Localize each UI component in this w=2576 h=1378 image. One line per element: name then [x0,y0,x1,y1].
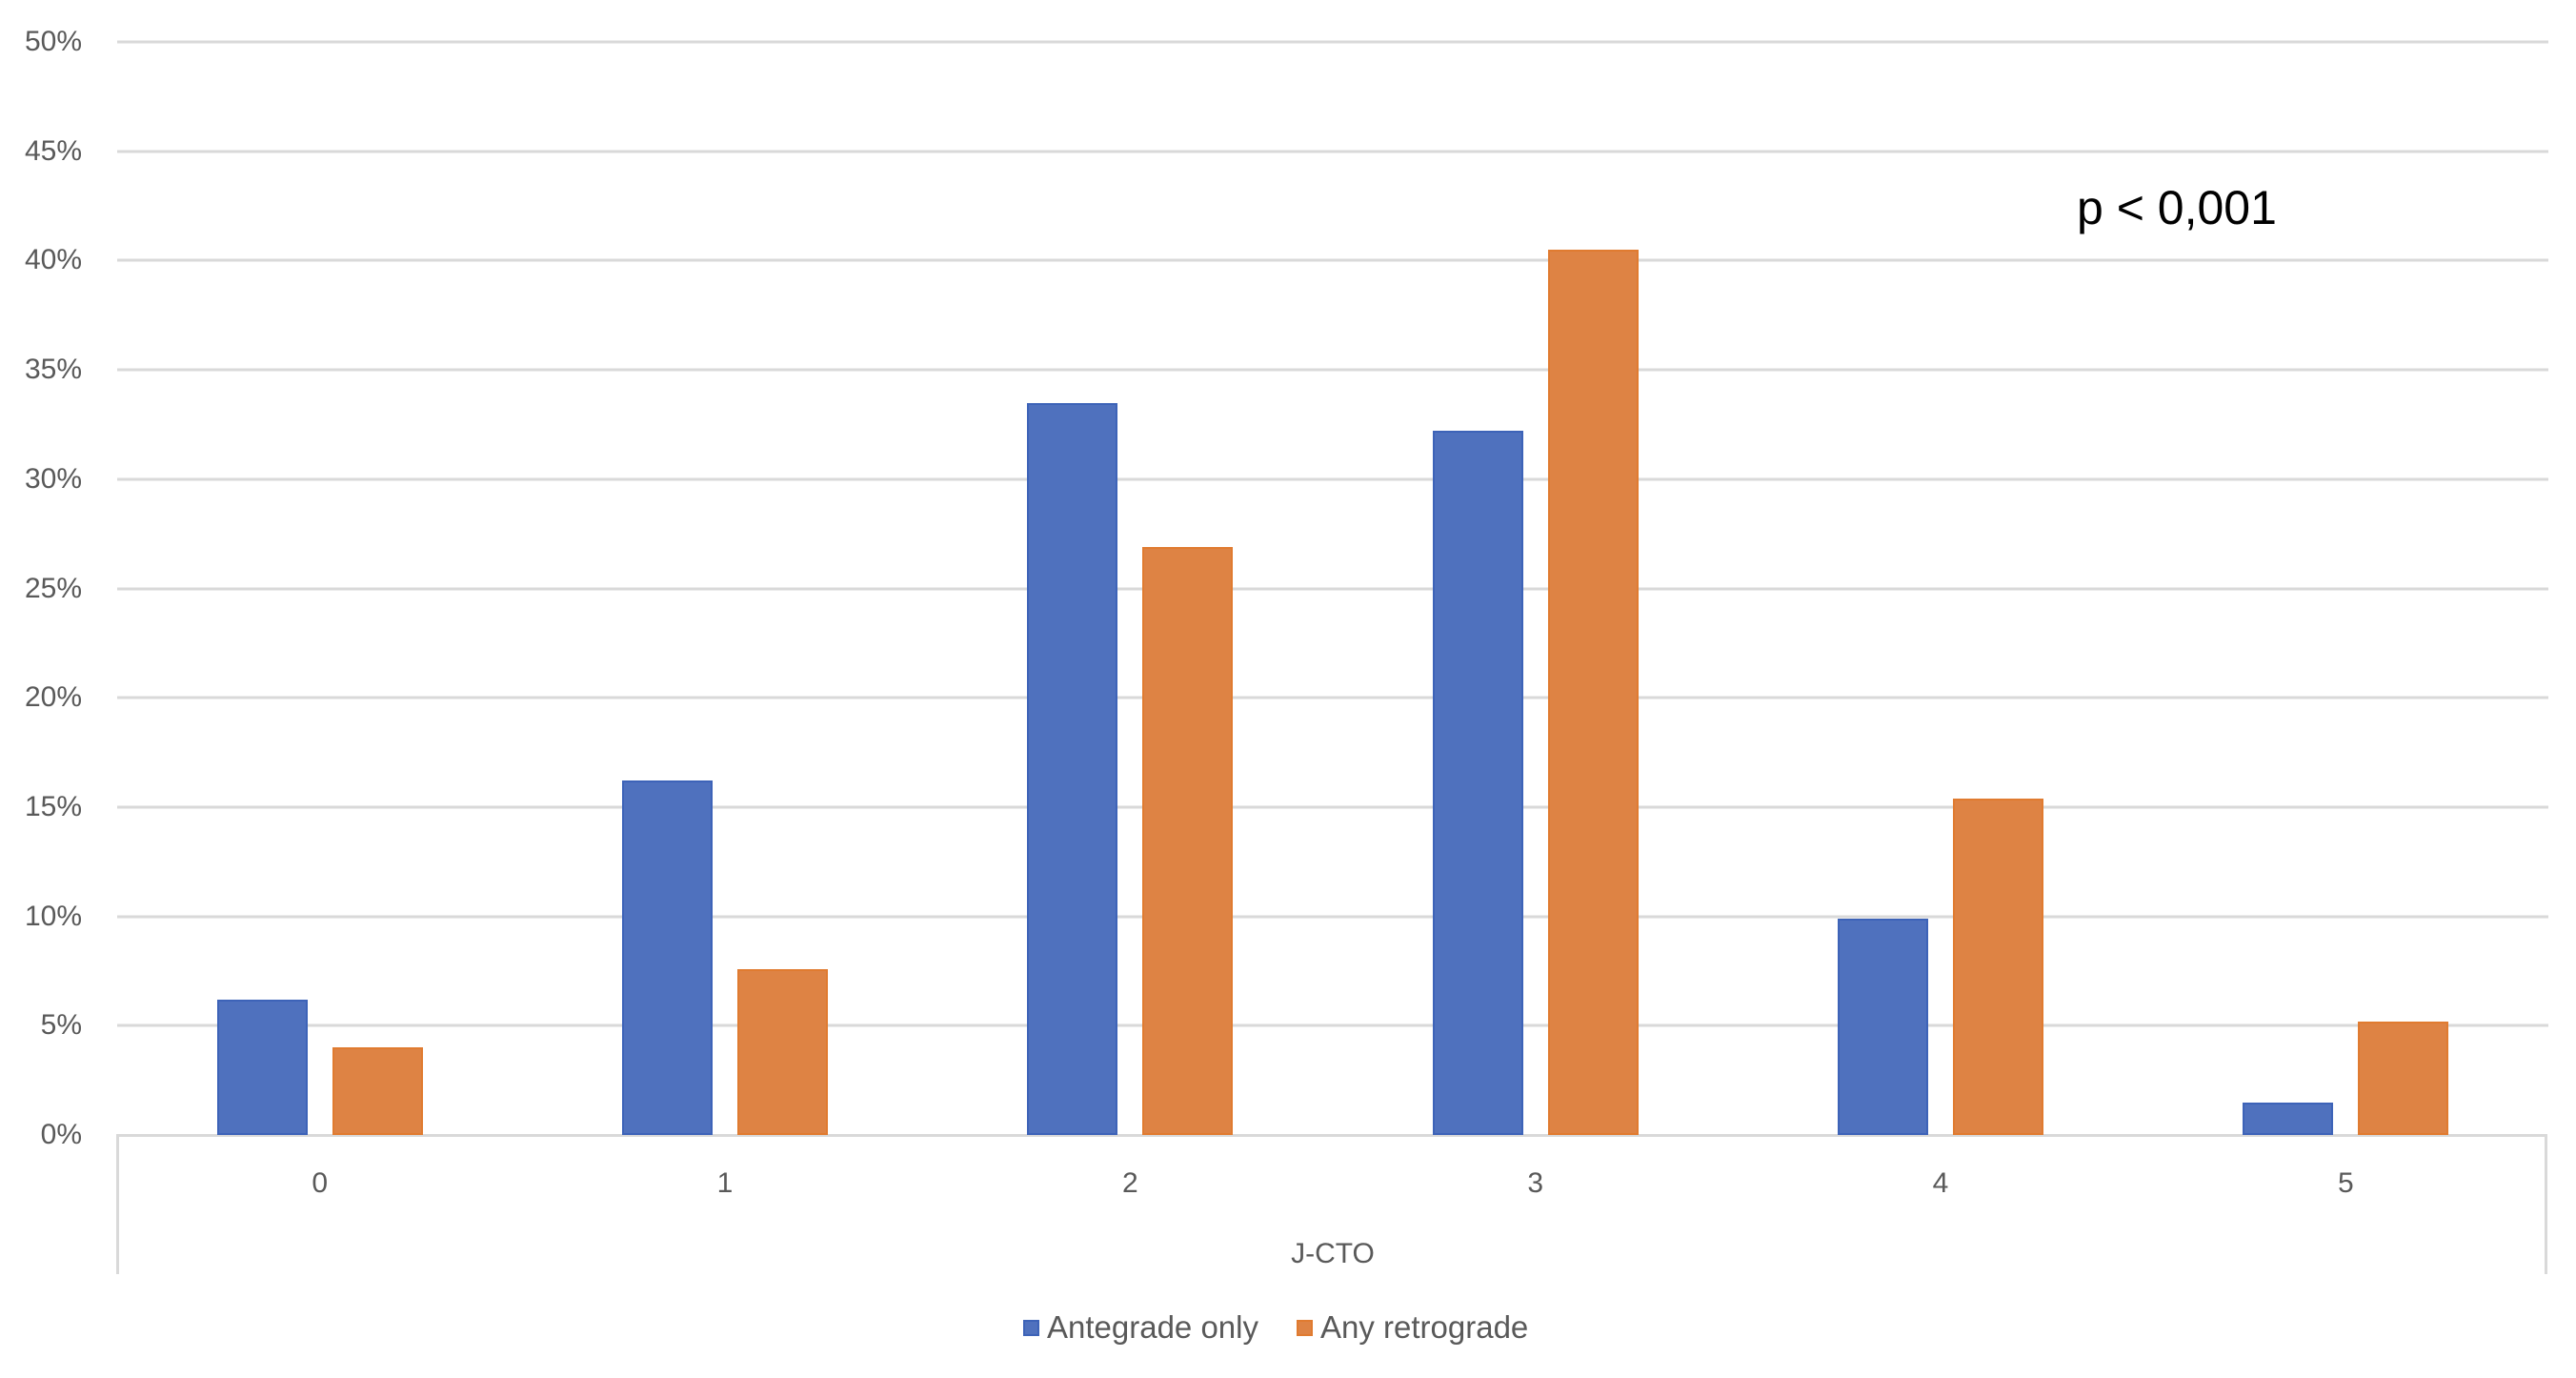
bar-antegrade-5[interactable] [2243,1102,2334,1135]
bar-retrograde-3[interactable] [1547,249,1639,1135]
gridline [117,696,2548,699]
x-tick-label: 4 [1932,1167,1949,1199]
bar-antegrade-3[interactable] [1432,431,1523,1135]
legend-item-retrograde[interactable]: Any retrograde [1297,1310,1528,1345]
bar-antegrade-1[interactable] [622,780,713,1135]
legend: Antegrade only Any retrograde [1023,1310,1566,1345]
x-axis-box [116,1134,2547,1274]
y-tick-label: 0% [40,1119,82,1150]
legend-label-retrograde: Any retrograde [1320,1309,1529,1345]
gridline [117,477,2548,481]
x-tick-label: 5 [2337,1167,2354,1199]
y-tick-label: 45% [24,134,82,167]
gridline [117,150,2548,153]
bar-retrograde-1[interactable] [737,968,828,1135]
bar-retrograde-4[interactable] [1953,798,2043,1135]
bar-retrograde-0[interactable] [332,1047,423,1135]
y-tick-label: 50% [24,26,82,57]
y-tick-label: 40% [24,244,82,276]
x-tick-label: 2 [1121,1167,1138,1199]
y-tick-label: 15% [24,790,82,822]
x-tick-label: 3 [1527,1167,1543,1199]
legend-label-antegrade: Antegrade only [1047,1309,1258,1345]
y-tick-label: 10% [24,900,82,932]
legend-swatch-antegrade [1023,1319,1039,1336]
legend-item-antegrade[interactable]: Antegrade only [1023,1310,1258,1345]
gridline [117,258,2548,262]
bar-retrograde-5[interactable] [2358,1021,2449,1135]
y-tick-label: 30% [24,462,82,495]
x-tick-label: 0 [312,1167,328,1199]
y-tick-label: 25% [24,572,82,604]
gridline [117,40,2548,44]
gridline [117,368,2548,372]
bar-antegrade-0[interactable] [216,999,308,1135]
legend-swatch-retrograde [1297,1319,1313,1336]
x-tick-label: 1 [716,1167,734,1199]
gridline [117,1023,2548,1027]
gridline [117,587,2548,590]
gridline [117,805,2548,809]
gridline [117,915,2548,919]
bar-retrograde-2[interactable] [1142,546,1234,1135]
y-tick-label: 35% [24,354,82,386]
p-value-annotation: p < 0,001 [2077,181,2277,234]
bar-antegrade-4[interactable] [1838,918,1928,1135]
y-tick-label: 20% [24,681,82,714]
y-tick-label: 5% [40,1009,82,1042]
x-axis-title: J-CTO [1291,1238,1375,1269]
bar-antegrade-2[interactable] [1027,402,1118,1135]
